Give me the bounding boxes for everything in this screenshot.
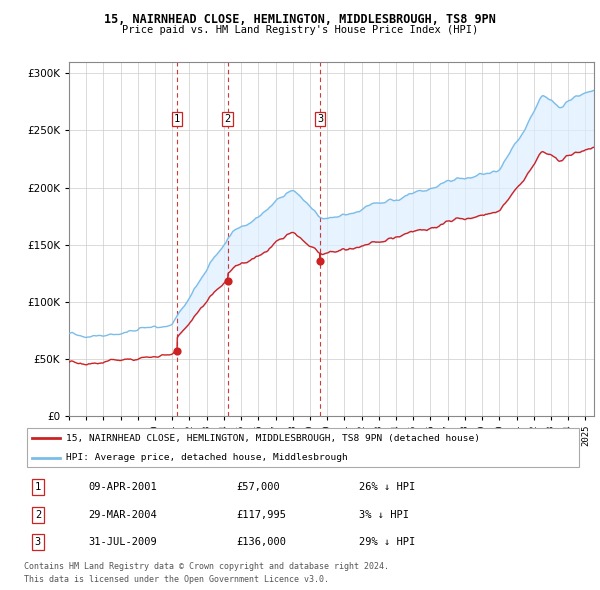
Point (315, 256, 325, 266)
Text: 3: 3 (35, 537, 41, 547)
Text: 31-JUL-2009: 31-JUL-2009 (88, 537, 157, 547)
Text: This data is licensed under the Open Government Licence v3.0.: This data is licensed under the Open Gov… (24, 575, 329, 584)
Text: 15, NAIRNHEAD CLOSE, HEMLINGTON, MIDDLESBROUGH, TS8 9PN: 15, NAIRNHEAD CLOSE, HEMLINGTON, MIDDLES… (104, 13, 496, 26)
FancyBboxPatch shape (27, 428, 579, 467)
Text: Contains HM Land Registry data © Crown copyright and database right 2024.: Contains HM Land Registry data © Crown c… (24, 562, 389, 571)
Text: 29-MAR-2004: 29-MAR-2004 (88, 510, 157, 520)
Text: 1: 1 (35, 483, 41, 493)
Text: 2: 2 (35, 510, 41, 520)
Text: HPI: Average price, detached house, Middlesbrough: HPI: Average price, detached house, Midd… (66, 453, 347, 462)
Text: 3% ↓ HPI: 3% ↓ HPI (359, 510, 409, 520)
Text: 09-APR-2001: 09-APR-2001 (88, 483, 157, 493)
Point (223, 277, 232, 286)
Point (172, 346, 182, 356)
Text: £57,000: £57,000 (236, 483, 280, 493)
Text: 3: 3 (317, 114, 323, 123)
Text: £117,995: £117,995 (236, 510, 286, 520)
Text: 2: 2 (224, 114, 231, 123)
Text: 29% ↓ HPI: 29% ↓ HPI (359, 537, 415, 547)
Text: 1: 1 (174, 114, 180, 123)
Text: £136,000: £136,000 (236, 537, 286, 547)
Text: Price paid vs. HM Land Registry's House Price Index (HPI): Price paid vs. HM Land Registry's House … (122, 25, 478, 35)
Text: 26% ↓ HPI: 26% ↓ HPI (359, 483, 415, 493)
Text: 15, NAIRNHEAD CLOSE, HEMLINGTON, MIDDLESBROUGH, TS8 9PN (detached house): 15, NAIRNHEAD CLOSE, HEMLINGTON, MIDDLES… (66, 434, 480, 442)
